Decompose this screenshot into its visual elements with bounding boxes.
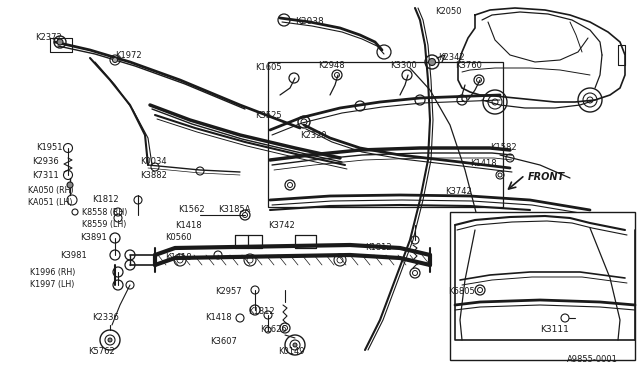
Text: K7311: K7311 [32,170,59,180]
Text: K2342: K2342 [438,54,465,62]
Text: K2957: K2957 [215,288,242,296]
Text: K0034: K0034 [140,157,166,167]
Bar [450,212,635,360]
Text: K2320: K2320 [300,131,326,140]
Text: K1997 (LH): K1997 (LH) [30,280,74,289]
Text: K2336: K2336 [92,314,119,323]
Text: K1996 (RH): K1996 (RH) [30,267,76,276]
Text: K1418: K1418 [205,314,232,323]
Text: K1812: K1812 [92,196,118,205]
Text: K1418: K1418 [175,221,202,230]
Text: K3607: K3607 [210,337,237,346]
Text: K1582: K1582 [490,144,516,153]
Text: K2372: K2372 [35,33,61,42]
Text: K5762: K5762 [88,347,115,356]
Text: K1951: K1951 [36,144,63,153]
Circle shape [108,338,112,342]
Text: K3185A: K3185A [218,205,250,215]
Text: K2948: K2948 [318,61,344,70]
Text: K2936: K2936 [32,157,59,167]
Text: K1972: K1972 [115,51,141,60]
Text: K1626: K1626 [260,326,287,334]
Circle shape [113,58,118,62]
Text: K1605: K1605 [255,64,282,73]
Text: K3742: K3742 [445,187,472,196]
Text: A9855-0001: A9855-0001 [567,356,618,365]
Text: K3525: K3525 [255,110,282,119]
Text: K0560: K0560 [165,234,191,243]
Text: K8558 (RH): K8558 (RH) [82,208,127,217]
Text: K1562: K1562 [178,205,205,215]
Circle shape [57,39,63,45]
Text: K1418: K1418 [470,158,497,167]
Text: K3742: K3742 [268,221,295,230]
Text: K3891: K3891 [80,234,107,243]
Text: FRONT: FRONT [528,172,565,182]
Text: K6805: K6805 [448,288,475,296]
Text: K3760: K3760 [455,61,482,70]
Text: K0149: K0149 [278,347,305,356]
Text: K3300: K3300 [390,61,417,70]
Text: K1418: K1418 [165,253,191,263]
Text: K2038: K2038 [295,17,324,26]
Text: K8559 (LH): K8559 (LH) [82,221,126,230]
Text: KA050 (RH): KA050 (RH) [28,186,74,195]
Text: K1812: K1812 [365,244,392,253]
Text: KA051 (LH): KA051 (LH) [28,198,72,206]
Circle shape [67,182,73,188]
Text: K3981: K3981 [60,250,87,260]
Circle shape [429,58,435,65]
Text: K3111: K3111 [540,326,569,334]
Circle shape [293,343,297,347]
Text: K3882: K3882 [140,170,167,180]
Text: K1812: K1812 [248,308,275,317]
Bar [268,62,503,207]
Text: K2050: K2050 [435,7,461,16]
